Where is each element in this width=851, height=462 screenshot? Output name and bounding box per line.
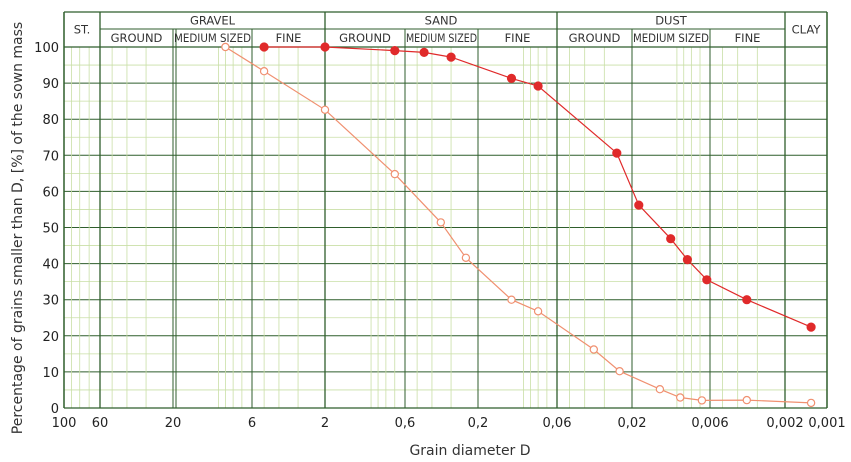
fraction-subgroup-label: FINE: [276, 31, 302, 45]
y-axis-title: Percentage of grains smaller than D, [%]…: [10, 22, 26, 434]
data-point: [634, 200, 644, 210]
data-point: [507, 295, 516, 304]
y-tick-label: 20: [42, 330, 59, 345]
x-tick-label: 0,002: [766, 416, 803, 431]
x-tick-label: 0,06: [543, 416, 572, 431]
tick-labels: 100 60 20 6 2 0,6 0,2 0,06 0,02 0,006 0,002 0,00101…: [34, 41, 845, 431]
data-point: [461, 253, 471, 262]
series-line-1: [264, 46, 812, 328]
data-point: [506, 73, 517, 84]
fraction-group-label: ST.: [74, 23, 91, 37]
fraction-group-label: SAND: [425, 14, 458, 28]
series-layer: [221, 42, 816, 408]
y-tick-label: 80: [42, 113, 59, 128]
data-point: [320, 105, 330, 115]
data-point: [533, 307, 543, 316]
data-point: [806, 322, 816, 332]
fraction-group-label: GRAVEL: [190, 14, 236, 28]
data-point: [446, 52, 456, 62]
data-point: [533, 81, 543, 91]
fraction-group-label: CLAY: [792, 23, 822, 37]
data-point: [436, 218, 445, 227]
data-point: [655, 385, 665, 394]
data-point: [259, 42, 269, 52]
grid: [63, 12, 828, 409]
data-point: [682, 255, 693, 265]
y-tick-label: 10: [42, 366, 59, 381]
fraction-subgroup-label: GROUND: [569, 31, 621, 45]
x-tick-label: 6: [248, 416, 256, 431]
data-point: [615, 367, 624, 376]
fraction-subgroup-label: FINE: [505, 31, 531, 45]
x-axis-title: Grain diameter D: [409, 443, 530, 459]
data-point: [390, 45, 400, 56]
data-point: [697, 396, 707, 405]
fraction-subgroup-label: MEDIUM SIZED: [174, 31, 251, 45]
data-point: [612, 148, 622, 158]
fraction-subgroup-label: MEDIUM SIZED: [406, 31, 477, 45]
x-tick-label: 0,001: [808, 416, 845, 431]
data-point: [806, 398, 816, 408]
fraction-subgroup-label: MEDIUM SIZED: [633, 31, 709, 45]
y-tick-label: 40: [42, 258, 59, 273]
data-point: [742, 295, 752, 305]
fraction-subgroup-label: GROUND: [111, 31, 163, 45]
y-tick-label: 70: [42, 149, 59, 164]
data-point: [666, 234, 676, 244]
y-tick-label: 0: [51, 402, 59, 417]
fraction-group-label: DUST: [655, 14, 688, 28]
data-point: [390, 169, 399, 179]
data-point: [702, 275, 712, 285]
data-point: [419, 47, 429, 58]
x-tick-label: 0,006: [691, 416, 728, 431]
data-point: [259, 66, 269, 76]
fraction-header: ST. GRAVEL SAND DUST CLAY GROUND MEDIUM SIZED F…: [63, 11, 828, 409]
x-tick-label: 60: [92, 416, 109, 431]
data-point: [676, 393, 685, 402]
x-tick-label: 0,02: [618, 416, 647, 431]
x-tick-label: 0,2: [468, 416, 489, 431]
fraction-subgroup-label: GROUND: [339, 31, 391, 45]
y-tick-label: 50: [42, 222, 59, 237]
x-tick-label: 0,6: [395, 416, 416, 431]
data-point: [221, 42, 230, 52]
x-tick-label: 20: [165, 416, 182, 431]
y-tick-label: 60: [42, 185, 59, 200]
data-point: [742, 395, 752, 405]
y-tick-label: 100: [34, 41, 59, 56]
fraction-subgroup-label: FINE: [735, 31, 761, 45]
x-tick-label: 100: [52, 416, 77, 431]
y-tick-label: 30: [42, 294, 59, 309]
y-tick-label: 90: [42, 77, 59, 92]
data-point: [320, 42, 330, 52]
x-tick-label: 2: [321, 416, 329, 431]
data-point: [589, 345, 599, 354]
